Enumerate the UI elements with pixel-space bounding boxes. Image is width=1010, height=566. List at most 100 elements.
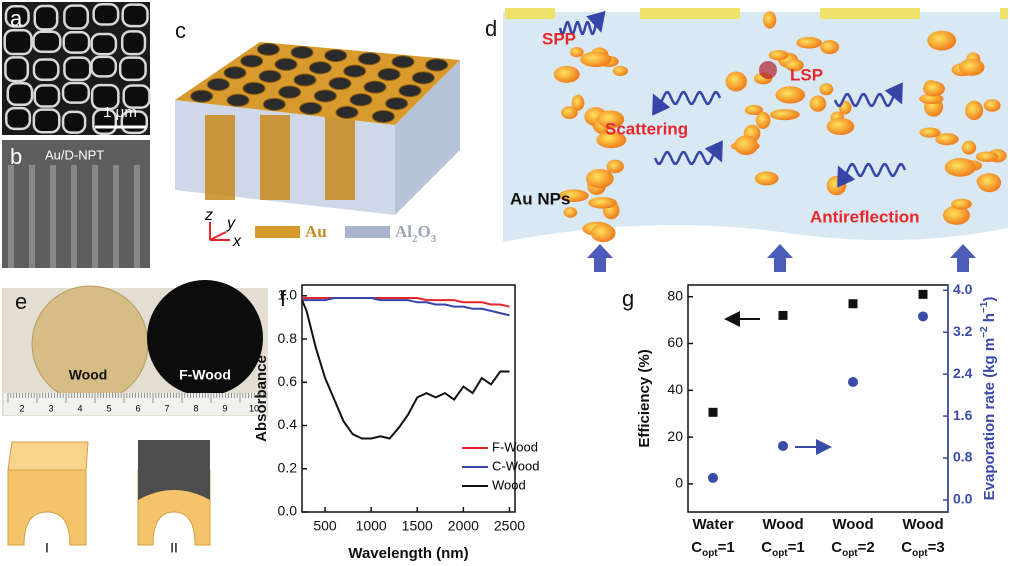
y-tick-label: 0.6 bbox=[278, 373, 298, 389]
pore bbox=[92, 34, 116, 54]
y-tick-label: 60 bbox=[667, 334, 683, 350]
y2-tick-label: 1.6 bbox=[953, 407, 973, 423]
hole bbox=[378, 68, 400, 80]
pore bbox=[64, 6, 87, 29]
label-part: Evaporation rate (kg m bbox=[981, 338, 998, 501]
legend-label: Wood bbox=[492, 477, 526, 492]
hole bbox=[364, 81, 386, 93]
x-tick-label: Wood bbox=[762, 516, 803, 533]
pore bbox=[35, 85, 59, 106]
axis-arrow bbox=[210, 232, 226, 240]
label-part: ) bbox=[981, 297, 998, 302]
nanoparticle bbox=[976, 151, 999, 162]
hole bbox=[241, 55, 263, 67]
sample-label: F-Wood bbox=[179, 367, 231, 383]
nanoparticle bbox=[570, 47, 584, 57]
annotation: LSP bbox=[790, 65, 823, 84]
nanoparticle bbox=[819, 83, 833, 95]
hotspot bbox=[759, 61, 777, 79]
panel-label: e bbox=[15, 289, 27, 314]
axis-label: x bbox=[232, 233, 242, 250]
nanoparticle bbox=[796, 37, 822, 49]
incident-light bbox=[587, 244, 976, 272]
pore bbox=[5, 30, 32, 54]
charts: 0.00.20.40.60.81.0Absorbance500100015002… bbox=[253, 281, 998, 562]
point bbox=[779, 311, 788, 320]
hole bbox=[350, 94, 372, 106]
hole bbox=[207, 79, 229, 91]
hole bbox=[300, 102, 322, 114]
au-film bbox=[1000, 8, 1008, 19]
hole bbox=[279, 86, 301, 98]
decoration: Al bbox=[395, 222, 412, 241]
hole bbox=[294, 74, 316, 86]
x-tick-label: Wood bbox=[902, 516, 943, 533]
ruler-label: 9 bbox=[222, 403, 227, 413]
nanoparticle bbox=[984, 99, 1001, 111]
sublabel-part: C bbox=[831, 539, 842, 556]
sublabel-part: =1 bbox=[788, 539, 805, 556]
nanoparticle bbox=[945, 158, 976, 177]
nanoparticle bbox=[820, 40, 839, 54]
hole bbox=[386, 98, 408, 110]
x-tick-label: 1500 bbox=[402, 518, 433, 534]
nanoparticle bbox=[951, 199, 972, 210]
nanoparticle bbox=[775, 86, 805, 103]
pore bbox=[6, 108, 30, 129]
up-arrow bbox=[767, 244, 793, 272]
gold-tube bbox=[260, 115, 290, 200]
pore bbox=[8, 83, 32, 104]
channels bbox=[205, 115, 355, 200]
wall bbox=[8, 165, 14, 268]
panel-label: g bbox=[622, 286, 634, 311]
y-axis-label: Efficiency (%) bbox=[636, 349, 653, 447]
y2-tick-label: 0.0 bbox=[953, 491, 973, 507]
hole bbox=[263, 98, 285, 110]
hole bbox=[358, 53, 380, 65]
nanoparticle bbox=[726, 71, 747, 91]
x-tick-sublabel: Copt=3 bbox=[901, 539, 945, 559]
nanoparticle bbox=[965, 101, 983, 120]
au-film bbox=[505, 8, 555, 19]
point bbox=[848, 377, 858, 387]
sublabel-part: =1 bbox=[718, 539, 735, 556]
sublabel-part: =2 bbox=[858, 539, 875, 556]
hole bbox=[275, 58, 297, 70]
gold-tube bbox=[325, 115, 355, 200]
hole bbox=[336, 106, 358, 118]
hole bbox=[372, 110, 394, 122]
nanoparticle bbox=[564, 207, 578, 218]
hole bbox=[224, 67, 246, 79]
point bbox=[849, 299, 858, 308]
legend-label: F-Wood bbox=[492, 439, 538, 454]
ruler-label: 2 bbox=[19, 403, 24, 413]
nanoparticle bbox=[734, 135, 758, 155]
point bbox=[708, 473, 718, 483]
panel-label: c bbox=[175, 18, 186, 43]
annotation: Scattering bbox=[605, 119, 688, 138]
ruler-label: 6 bbox=[135, 403, 140, 413]
model-label: I bbox=[45, 540, 49, 556]
nanoparticle bbox=[554, 66, 580, 83]
annotation: Au NPs bbox=[510, 189, 570, 208]
label-part: −2 bbox=[979, 326, 990, 338]
up-arrow bbox=[587, 244, 613, 272]
hole bbox=[329, 78, 351, 90]
nanoparticle bbox=[613, 66, 628, 76]
legend-label: Al2O3 bbox=[395, 222, 437, 245]
y2-tick-label: 3.2 bbox=[953, 323, 973, 339]
point bbox=[778, 441, 788, 451]
ruler-label: 4 bbox=[77, 403, 82, 413]
y-tick-label: 0.4 bbox=[278, 416, 298, 432]
decoration: O bbox=[418, 222, 431, 241]
nanoparticle bbox=[923, 81, 945, 96]
y-tick-label: 0 bbox=[675, 475, 683, 491]
x-tick-sublabel: Copt=1 bbox=[691, 539, 735, 559]
pore bbox=[94, 4, 118, 24]
pore bbox=[63, 83, 89, 103]
pore bbox=[64, 58, 90, 80]
hole bbox=[257, 43, 279, 55]
nanoparticle bbox=[588, 197, 617, 208]
wood-sample bbox=[32, 286, 148, 402]
point bbox=[709, 408, 718, 417]
